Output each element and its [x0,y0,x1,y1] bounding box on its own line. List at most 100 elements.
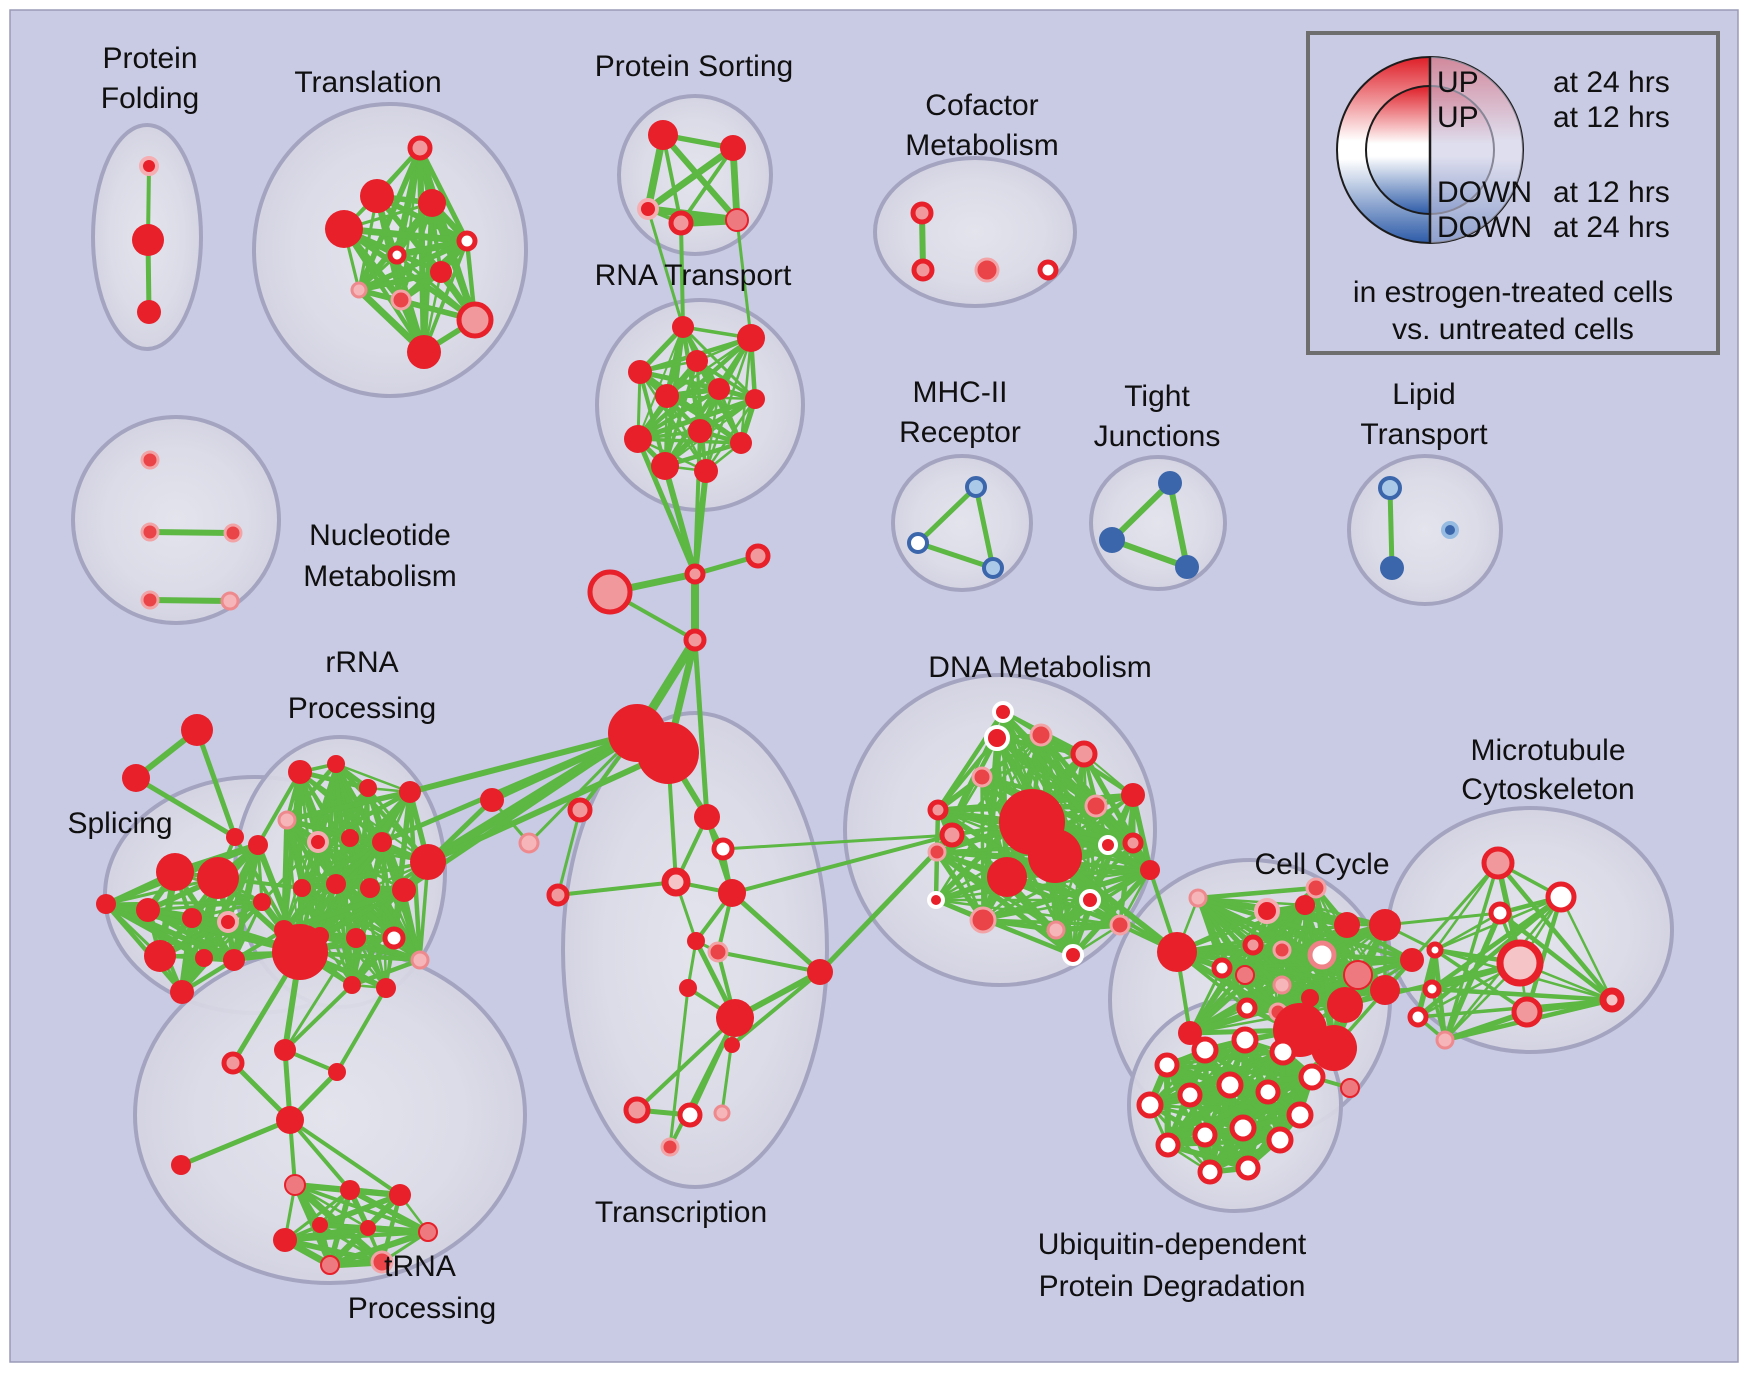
gene-node-tr_b [221,1051,245,1075]
gene-node-u11 [1155,1132,1181,1158]
cluster-label-rrna-processing: Processing [288,692,436,725]
gene-node-t10 [456,301,494,339]
network-edge [342,227,426,354]
network-edge [935,849,1075,958]
gene-node-dn1 [984,725,1010,751]
gene-node-ps3 [637,198,659,220]
network-nodes [96,120,1625,1275]
gene-node-r9 [410,844,446,880]
gene-node-r11 [326,874,346,894]
gene-node-rt6 [655,384,679,408]
gene-node-tr_a [274,1039,296,1061]
gene-node-mt4 [1426,941,1444,959]
network-edge [300,840,384,890]
network-edge [730,891,822,974]
gene-node-rt3 [628,360,652,384]
network-edge [668,1017,737,1148]
network-edge [1148,1038,1247,1107]
gene-node-br3 [567,797,593,823]
gene-node-ps4 [668,210,694,236]
legend-direction-label: UP [1437,66,1479,99]
gene-node-tb1 [284,1174,306,1196]
gene-node-c14 [1327,987,1363,1023]
gene-node-u10 [1286,1101,1314,1129]
gene-node-pf3 [137,300,161,324]
gene-node-r2 [327,755,345,773]
gene-node-dn9 [1098,835,1118,855]
gene-node-mt2 [1545,881,1577,913]
gene-node-r20 [376,978,396,998]
network-edge [284,1237,383,1265]
gene-node-tx5 [687,932,705,950]
cluster-bubble-nucleotide-metabolism [71,415,281,625]
network-edge [283,887,405,933]
network-edge [635,1016,737,1112]
network-edge [348,1187,430,1235]
network-edge [635,438,698,575]
gene-node-tj1 [1158,471,1182,495]
cluster-label-cell-cycle: Cell Cycle [1254,848,1389,881]
gene-node-tr_c [328,1063,346,1081]
network-edge [288,1118,352,1192]
network-edge [973,486,996,569]
gene-node-r7 [341,829,359,847]
cluster-label-tight-junctions: Junctions [1094,420,1221,453]
network-edge [1434,948,1528,1014]
network-edge [638,371,708,472]
network-edge [335,762,411,794]
gene-node-dn14 [1046,920,1066,940]
network-edge [1166,1089,1270,1148]
legend-box [1306,31,1720,355]
gene-node-c13 [1301,989,1319,1007]
gene-node-cf1 [910,201,934,225]
gene-node-st3 [226,828,244,846]
gene-node-r18 [410,950,430,970]
gene-node-st1 [181,714,213,746]
gene-node-c10 [1272,975,1292,995]
gene-node-mt3 [1488,901,1512,925]
gene-node-cf4 [1037,259,1059,281]
network-edge [681,325,757,401]
gene-node-rt4 [686,350,708,372]
gene-node-rt11 [651,452,679,480]
gene-node-tb6 [370,1250,394,1274]
cluster-label-protein-sorting: Protein Sorting [595,50,793,83]
network-edge [735,219,753,339]
gene-node-mt7 [1511,996,1543,1028]
gene-node-c17 [1211,957,1233,979]
gene-node-st2 [122,764,150,792]
gene-node-pf2 [132,224,164,256]
gene-node-rt7 [745,389,765,409]
gene-node-tx8 [807,959,833,985]
network-edge [283,983,354,1052]
gene-node-mt10 [1435,1030,1455,1050]
network-edge [328,1229,430,1268]
cluster-label-tight-junctions: Tight [1124,380,1190,413]
network-edge [917,540,994,571]
network-edge [739,337,753,444]
gene-node-r6 [307,831,329,853]
gene-node-tb4 [273,1228,297,1252]
network-edge [1110,537,1189,570]
gene-node-u17 [1340,1078,1360,1098]
network-edge [662,465,698,575]
cluster-label-transcription: Transcription [595,1196,767,1229]
gene-node-tx7 [679,979,697,997]
network-edge [636,336,753,441]
network-edge [556,809,582,896]
gene-node-bl [587,569,633,615]
gene-node-sp8 [223,949,245,971]
network-edge [104,902,184,994]
gene-node-rt1 [672,316,694,338]
network-edge [717,950,821,974]
gene-node-sp7 [195,949,213,967]
network-edge [294,1183,369,1230]
gene-node-txb4 [660,1137,680,1157]
gene-node-c3 [1334,912,1360,938]
gene-node-r17 [382,926,406,950]
gene-node-tb3 [389,1184,411,1206]
gene-node-u13 [1229,1114,1257,1142]
gene-node-tb7 [418,1222,438,1242]
network-edge [668,987,690,1148]
